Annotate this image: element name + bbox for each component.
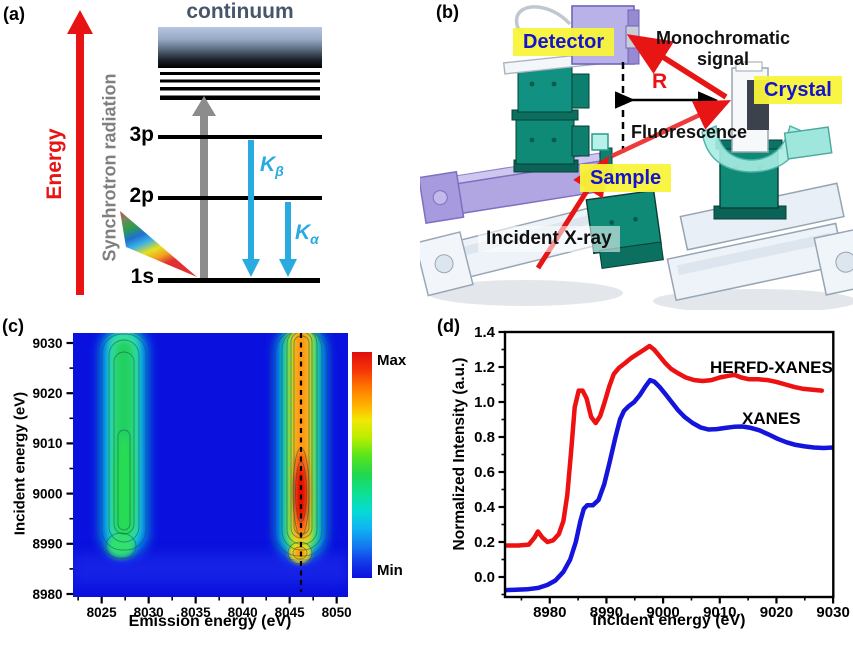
svg-text:9000: 9000 bbox=[646, 604, 679, 621]
monochromatic-arrow bbox=[626, 34, 728, 100]
herfd-xanes-series-label: HERFD-XANES bbox=[710, 358, 833, 377]
svg-text:8990: 8990 bbox=[590, 604, 623, 621]
svg-text:8025: 8025 bbox=[87, 605, 118, 620]
k-beta-sub: β bbox=[275, 163, 284, 180]
panel-d-tag: (d) bbox=[437, 316, 460, 336]
left-teal-tower bbox=[511, 61, 590, 173]
panel-d-xanes-plot: 8980 8990 9000 9010 9020 9030 1.4 1.2 1.0 0.8 0.6 0… bbox=[420, 310, 853, 645]
continuum-label: continuum bbox=[186, 0, 294, 23]
svg-text:0.2: 0.2 bbox=[474, 534, 495, 551]
fluorescence-arrow bbox=[611, 100, 732, 159]
energy-axis-label: Energy bbox=[43, 128, 66, 200]
svg-text:1.2: 1.2 bbox=[474, 359, 495, 376]
curve-HERFD-XANES bbox=[505, 343, 825, 548]
panel-b-tag: (b) bbox=[436, 2, 459, 22]
k-alpha-label: Kα bbox=[295, 221, 319, 247]
panel-c-tag: (c) bbox=[2, 316, 24, 336]
panel-c-rxes-map: 8025 8030 8035 8040 8045 8050 9030 9020 9010 9000… bbox=[0, 310, 420, 645]
sample-label: Sample bbox=[580, 164, 672, 192]
svg-text:8035: 8035 bbox=[181, 605, 212, 620]
svg-text:9030: 9030 bbox=[32, 336, 62, 351]
svg-text:0.4: 0.4 bbox=[474, 499, 496, 516]
level-2p-line bbox=[158, 196, 322, 200]
monochromatic-line1: Monochromatic bbox=[655, 28, 790, 48]
d-curves bbox=[505, 343, 834, 593]
curve-XANES bbox=[505, 377, 834, 593]
crystal-label: Crystal bbox=[754, 76, 842, 104]
svg-text:0.0: 0.0 bbox=[474, 569, 495, 586]
left-shadow bbox=[427, 280, 623, 306]
synchrotron-radiation-label: Synchrotron radiation bbox=[99, 73, 120, 262]
k-alpha-arrow bbox=[279, 202, 297, 277]
continuum-band bbox=[158, 27, 322, 100]
d-xlabel: Incident energy (eV) bbox=[592, 612, 746, 629]
detector-label: Detector bbox=[513, 28, 615, 56]
c-xlabel: Emission energy (eV) bbox=[128, 613, 292, 630]
sample-holder bbox=[591, 133, 609, 151]
colorbar-min-label: Min bbox=[377, 562, 403, 579]
svg-text:1.4: 1.4 bbox=[474, 324, 496, 341]
level-1s-line bbox=[158, 278, 320, 283]
level-3p-line bbox=[158, 135, 322, 139]
svg-text:8980: 8980 bbox=[533, 604, 566, 621]
right-base-stage bbox=[666, 222, 853, 302]
monochromatic-signal-label: Monochromatic signal bbox=[638, 28, 808, 70]
energy-axis-arrow bbox=[67, 10, 93, 295]
c-ylabel: Incident energy (eV) bbox=[11, 391, 29, 536]
svg-text:8045: 8045 bbox=[275, 605, 306, 620]
svg-text:9020: 9020 bbox=[32, 386, 62, 401]
panel-a-energy-diagram: (a) Energy Synchrotron radiation continu… bbox=[0, 0, 335, 310]
svg-text:1.0: 1.0 bbox=[474, 394, 495, 411]
k-beta-arrow bbox=[242, 140, 260, 277]
svg-text:9020: 9020 bbox=[760, 604, 793, 621]
d-axes: 8980 8990 9000 9010 9020 9030 1.4 1.2 1.0 0.8 0.6 0… bbox=[474, 324, 850, 621]
svg-text:9030: 9030 bbox=[816, 604, 849, 621]
svg-text:0.8: 0.8 bbox=[474, 429, 495, 446]
energy-diagram-graphic bbox=[67, 10, 322, 295]
panel-a-tag: (a) bbox=[3, 4, 25, 24]
heatmap-graphic: 8025 8030 8035 8040 8045 8050 9030 9020 9010 9000… bbox=[32, 333, 372, 620]
svg-text:8980: 8980 bbox=[32, 587, 62, 602]
k-beta-base: K bbox=[260, 153, 276, 176]
svg-text:9010: 9010 bbox=[703, 604, 736, 621]
absorption-arrow-head bbox=[192, 96, 216, 116]
svg-text:9010: 9010 bbox=[32, 436, 62, 451]
k-beta-label: Kβ bbox=[260, 153, 284, 179]
svg-text:8030: 8030 bbox=[134, 605, 164, 620]
svg-text:8990: 8990 bbox=[32, 537, 62, 552]
radius-label: R bbox=[652, 70, 668, 93]
synchrotron-beam-wedge bbox=[120, 211, 197, 277]
d-ylabel: Normalized Intensity (a.u.) bbox=[451, 357, 468, 551]
level-3p-label: 3p bbox=[129, 123, 154, 146]
level-1s-label: 1s bbox=[130, 265, 154, 288]
level-2p-label: 2p bbox=[129, 184, 154, 207]
panel-b-spectrometer-setup: (b) Detector Monochromatic signal R Crys… bbox=[420, 0, 853, 310]
svg-text:0.6: 0.6 bbox=[474, 464, 495, 481]
svg-text:8050: 8050 bbox=[322, 605, 352, 620]
heatmap-area bbox=[73, 333, 348, 597]
svg-text:8040: 8040 bbox=[228, 605, 258, 620]
colorbar bbox=[352, 352, 372, 578]
fluorescence-label: Fluorescence bbox=[631, 122, 748, 142]
colorbar-max-label: Max bbox=[377, 352, 407, 369]
k-alpha-sub: α bbox=[310, 231, 319, 248]
incident-xray-label: Incident X-ray bbox=[478, 226, 620, 252]
xanes-graphic: 8980 8990 9000 9010 9020 9030 1.4 1.2 1.0 0.8 0.6 0… bbox=[474, 324, 850, 621]
xanes-series-label: XANES bbox=[742, 409, 801, 428]
c-axes: 8025 8030 8035 8040 8045 8050 9030 9020 9010 9000… bbox=[32, 336, 351, 620]
svg-text:9000: 9000 bbox=[32, 486, 62, 501]
k-alpha-base: K bbox=[295, 221, 311, 244]
monochromatic-line2: signal bbox=[696, 49, 749, 69]
